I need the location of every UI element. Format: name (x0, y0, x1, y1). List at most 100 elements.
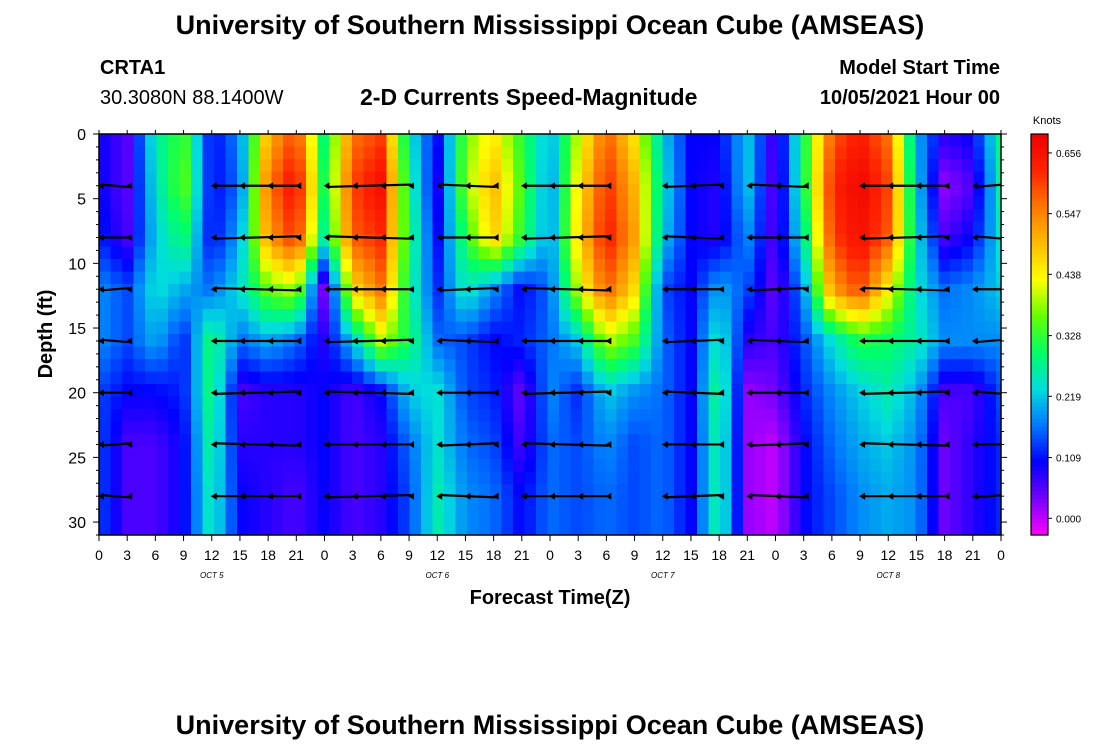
heatmap-cell (766, 384, 779, 398)
heatmap-cell (237, 309, 250, 323)
heatmap-cell (329, 459, 342, 473)
heatmap-cell (582, 359, 595, 373)
heatmap-cell (846, 521, 859, 535)
heatmap-cell (283, 371, 296, 385)
heatmap-cell (800, 296, 813, 310)
heatmap-cell (467, 496, 480, 510)
heatmap-cell (271, 396, 284, 410)
heatmap-cell (329, 271, 342, 285)
heatmap-cell (340, 171, 353, 185)
vector-arrowhead (661, 233, 668, 241)
heatmap-cell (202, 134, 215, 148)
heatmap-cell (846, 134, 859, 148)
heatmap-cell (570, 171, 583, 185)
heatmap-cell (697, 384, 710, 398)
heatmap-cell (375, 396, 388, 410)
x-tick-label: 0 (772, 547, 780, 563)
heatmap-cell (570, 346, 583, 360)
heatmap-cell (432, 134, 445, 148)
heatmap-cell (708, 234, 721, 248)
heatmap-cell (513, 221, 526, 235)
heatmap-cell (260, 459, 273, 473)
heatmap-cell (835, 434, 848, 448)
heatmap-cell (858, 446, 871, 460)
x-tick-label: 6 (602, 547, 610, 563)
heatmap-cell (559, 534, 572, 535)
heatmap-cell (582, 346, 595, 360)
heatmap-cell (869, 321, 882, 335)
heatmap-cell (271, 246, 284, 260)
heatmap-cell (352, 346, 365, 360)
heatmap-cell (294, 209, 307, 223)
heatmap-cell (835, 421, 848, 435)
heatmap-cell (927, 346, 940, 360)
heatmap-cell (766, 471, 779, 485)
heatmap-cell (352, 134, 365, 148)
heatmap-cell (605, 521, 618, 535)
heatmap-cell (478, 371, 491, 385)
heatmap-cell (720, 534, 733, 535)
heatmap-cell (616, 134, 629, 148)
heatmap-cell (731, 409, 744, 423)
heatmap-cell (386, 234, 399, 248)
heatmap-cell (156, 446, 169, 460)
heatmap-cell (789, 309, 802, 323)
heatmap-cell (846, 246, 859, 260)
heatmap-cell (156, 534, 169, 535)
heatmap-cell (800, 309, 813, 323)
heatmap-cell (467, 509, 480, 523)
colorbar-swatch (1031, 142, 1048, 147)
heatmap-cell (927, 534, 940, 535)
heatmap-cell (352, 296, 365, 310)
heatmap-cell (616, 521, 629, 535)
heatmap-cell (950, 196, 963, 210)
vector-arrowhead (379, 233, 386, 241)
heatmap-cell (777, 284, 790, 298)
heatmap-cell (237, 321, 250, 335)
heatmap-cell (191, 221, 204, 235)
colorbar-swatch (1031, 466, 1048, 472)
heatmap-cell (973, 371, 986, 385)
heatmap-cell (271, 221, 284, 235)
heatmap-cell (352, 446, 365, 460)
heatmap-cell (490, 396, 503, 410)
colorbar-swatch (1031, 178, 1048, 183)
currents-chart: 0 3 6 9 12 15 18 21 0 3 6 9 12 15 18 21 0 3 6 9 12 15 18 21 0 3 6 9… (35, 115, 1081, 609)
heatmap-cell (421, 171, 434, 185)
heatmap-cell (628, 259, 641, 273)
heatmap-cell (202, 246, 215, 260)
heatmap-cell (662, 371, 675, 385)
heatmap-cell (329, 446, 342, 460)
heatmap-cell (156, 421, 169, 435)
heatmap-cell (904, 384, 917, 398)
heatmap-cell (743, 409, 756, 423)
heatmap-cell (214, 171, 227, 185)
heatmap-cell (329, 246, 342, 260)
heatmap-cell (800, 159, 813, 173)
heatmap-cell (467, 246, 480, 260)
heatmap-cell (651, 146, 664, 160)
heatmap-cell (363, 321, 376, 335)
heatmap-cell (99, 384, 112, 398)
heatmap-cell (616, 259, 629, 273)
heatmap-cell (363, 496, 376, 510)
heatmap-cell (835, 309, 848, 323)
heatmap-cell (869, 234, 882, 248)
heatmap-cell (375, 221, 388, 235)
heatmap-cell (145, 334, 158, 348)
heatmap-cell (766, 421, 779, 435)
heatmap-cell (628, 246, 641, 260)
heatmap-cell (789, 459, 802, 473)
heatmap-cell (306, 471, 319, 485)
heatmap-cell (720, 446, 733, 460)
heatmap-cell (927, 484, 940, 498)
heatmap-cell (467, 396, 480, 410)
heatmap-cell (662, 521, 675, 535)
heatmap-cell (685, 221, 698, 235)
vector-arrowhead (718, 492, 725, 500)
heatmap-cell (363, 346, 376, 360)
heatmap-cell (398, 371, 411, 385)
heatmap-cell (432, 309, 445, 323)
vector-line (326, 183, 412, 189)
heatmap-cell (547, 496, 560, 510)
